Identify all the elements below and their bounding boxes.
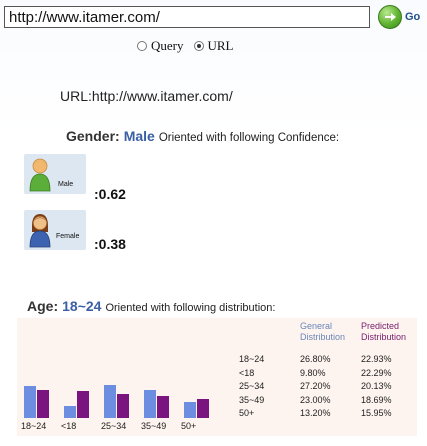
gender-value: Male (123, 128, 155, 144)
gender-label: Gender: (66, 128, 120, 144)
bar-general-3 (144, 390, 156, 418)
table-cell-range: <18 (239, 368, 255, 378)
bar-predicted-2 (117, 393, 129, 418)
bar-general-2 (104, 385, 116, 418)
bar-category-label: 25~34 (101, 421, 127, 431)
table-cell-general: 9.80% (300, 368, 326, 378)
age-label: Age: (27, 298, 59, 314)
bar-predicted-0 (37, 390, 49, 418)
bar-category-label: 18~24 (21, 421, 47, 431)
bar-predicted-4 (197, 398, 209, 418)
radio-url-label: URL (207, 38, 234, 53)
general-distribution-header: General Distribution (300, 321, 346, 342)
url-label: URL: (60, 88, 92, 104)
arrow-right-icon (378, 5, 402, 29)
bar-category-label: <18 (61, 421, 77, 431)
female-person-icon (29, 214, 51, 248)
analyzed-url: URL:http://www.itamer.com/ (60, 88, 233, 104)
bar-predicted-3 (157, 395, 169, 418)
male-score: :0.62 (94, 186, 126, 202)
age-heading: Age: 18~24 Oriented with following distrib… (27, 298, 275, 314)
go-label: Go (405, 11, 421, 23)
table-cell-range: 18~24 (239, 354, 265, 364)
bar-category-label: 50+ (181, 421, 197, 431)
table-cell-predicted: 22.93% (361, 354, 392, 364)
table-cell-general: 13.20% (300, 408, 331, 418)
age-value: 18~24 (62, 298, 102, 314)
radio-url-dot[interactable] (193, 41, 204, 51)
table-cell-range: 35~49 (239, 395, 265, 405)
age-distribution-panel: General Distribution Predicted Distribut… (17, 318, 417, 436)
female-card: Female (24, 210, 86, 250)
radio-url[interactable]: URL (193, 38, 234, 54)
male-person-icon (29, 158, 51, 192)
bar-predicted-1 (77, 391, 89, 418)
age-bar-chart: 18~24 <18 25~34 35~49 50+ (17, 318, 217, 436)
age-description: Oriented with following distribution: (105, 302, 276, 314)
gender-heading: Gender: Male Oriented with following Confi… (66, 128, 339, 144)
table-cell-range: 50+ (239, 408, 255, 418)
bar-general-0 (24, 385, 36, 418)
female-score: :0.38 (94, 236, 126, 252)
table-cell-general: 27.20% (300, 381, 331, 391)
radio-query-dot[interactable] (137, 41, 147, 51)
male-card: Male (24, 154, 86, 194)
url-input[interactable] (4, 6, 370, 28)
mode-selector: Query URL (137, 38, 244, 54)
radio-query-label: Query (151, 38, 184, 53)
radio-query[interactable]: Query (137, 38, 184, 54)
bar-general-4 (184, 402, 196, 418)
table-cell-predicted: 18.69% (361, 395, 392, 405)
table-cell-general: 26.80% (300, 354, 331, 364)
table-cell-range: 25~34 (239, 381, 265, 391)
bar-category-label: 35~49 (141, 421, 167, 431)
table-cell-predicted: 20.13% (361, 381, 392, 391)
male-label: Male (58, 181, 74, 188)
bar-general-1 (64, 406, 76, 418)
gender-description: Oriented with following Confidence: (158, 132, 340, 144)
female-label: Female (56, 233, 80, 240)
predicted-distribution-header: Predicted Distribution (361, 321, 407, 342)
table-cell-predicted: 22.29% (361, 368, 392, 378)
table-cell-predicted: 15.95% (361, 408, 392, 418)
table-cell-general: 23.00% (300, 395, 331, 405)
url-value: http://www.itamer.com/ (91, 88, 233, 104)
go-button[interactable]: Go (378, 4, 420, 30)
